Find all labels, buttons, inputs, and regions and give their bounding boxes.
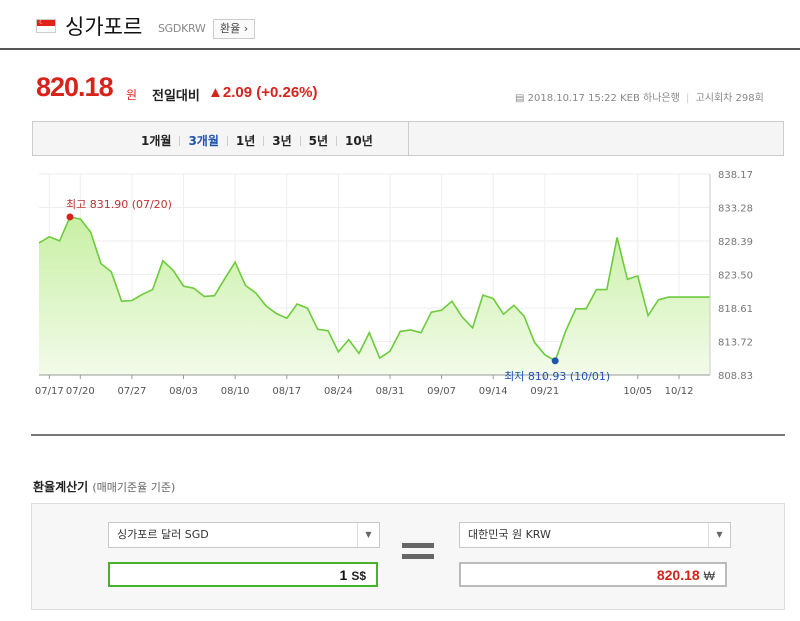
quote-datetime: 2018.10.17 15:22 [527,93,617,104]
price-unit: 원 [126,88,138,102]
max-point [66,213,74,221]
page-header: ☾ 싱가포르 SGDKRW 환율 › [0,0,800,50]
x-tick-label: 09/14 [479,386,508,397]
x-tick-label: 09/21 [530,386,559,397]
period-10y[interactable]: 10년 [345,134,373,148]
x-tick-label: 10/12 [665,386,694,397]
x-tick-label: 07/20 [66,386,95,397]
y-tick-label: 828.39 [718,237,753,248]
section-divider [31,434,785,436]
min-label: 최저 810.93 (10/01) [504,370,610,383]
period-3y[interactable]: 3년 [272,134,292,148]
x-tick-label: 08/24 [324,386,353,397]
bank-name: KEB 하나은행 [620,93,680,104]
y-tick-label: 808.83 [718,371,753,382]
x-tick-label: 07/27 [117,386,146,397]
from-currency-select[interactable]: 싱가포르 달러 SGD ▼ [108,522,380,548]
page-title: 싱가포르 [65,15,143,39]
x-tick-label: 09/07 [427,386,456,397]
change-label: 전일대비 [152,89,200,104]
chart-series-line [38,216,710,362]
chart-area-fill [39,217,710,375]
x-tick-label: 08/10 [221,386,250,397]
rate-chart-svg: 838.17 833.28 828.39 823.50 818.61 813.72 808.… [35,170,753,397]
period-1y[interactable]: 1년 [235,134,256,148]
period-3m[interactable]: 3개월 [188,134,219,148]
exchange-rate-button[interactable]: 환율 › [213,19,256,39]
max-label: 최고 831.90 (07/20) [66,198,172,211]
singapore-flag-icon: ☾ [36,19,56,33]
chevron-down-icon: ▼ [357,523,379,547]
currency-code: SGDKRW [158,22,206,35]
y-tick-label: 838.17 [718,170,753,181]
current-price: 820.18 [36,72,114,102]
x-tick-label: 08/31 [376,386,405,397]
period-selector: 1개월 3개월 1년 3년 5년 10년 [32,121,784,156]
x-tick-label: 08/17 [272,386,301,397]
from-amount-input[interactable]: 1 S$ [108,562,378,587]
equals-icon [402,543,434,563]
x-tick-label: 08/03 [169,386,198,397]
rate-chart[interactable]: 838.17 833.28 828.39 823.50 818.61 813.72 808.… [30,162,800,412]
min-point [551,357,559,365]
to-currency-select[interactable]: 대한민국 원 KRW ▼ [459,522,731,548]
x-tick-label: 07/17 [35,386,64,397]
y-tick-label: 818.61 [718,304,753,315]
calendar-icon: ▤ [515,93,525,104]
to-amount-input[interactable]: 820.18 ₩ [459,562,727,587]
y-tick-label: 823.50 [718,271,753,282]
calculator-title: 환율계산기 (매매기준율 기준) [33,480,176,494]
chevron-down-icon: ▼ [708,523,730,547]
y-tick-label: 813.72 [718,338,753,349]
change-value: ▲2.09 (+0.26%) [208,84,318,101]
notice-round: 고시회차 298회 [695,93,764,104]
period-5y[interactable]: 5년 [308,134,329,148]
x-tick-label: 10/05 [623,386,652,397]
y-tick-label: 833.28 [718,204,753,215]
period-1m[interactable]: 1개월 [141,134,172,148]
quote-meta: ▤ 2018.10.17 15:22 KEB 하나은행 | 고시회차 298회 [515,93,764,104]
